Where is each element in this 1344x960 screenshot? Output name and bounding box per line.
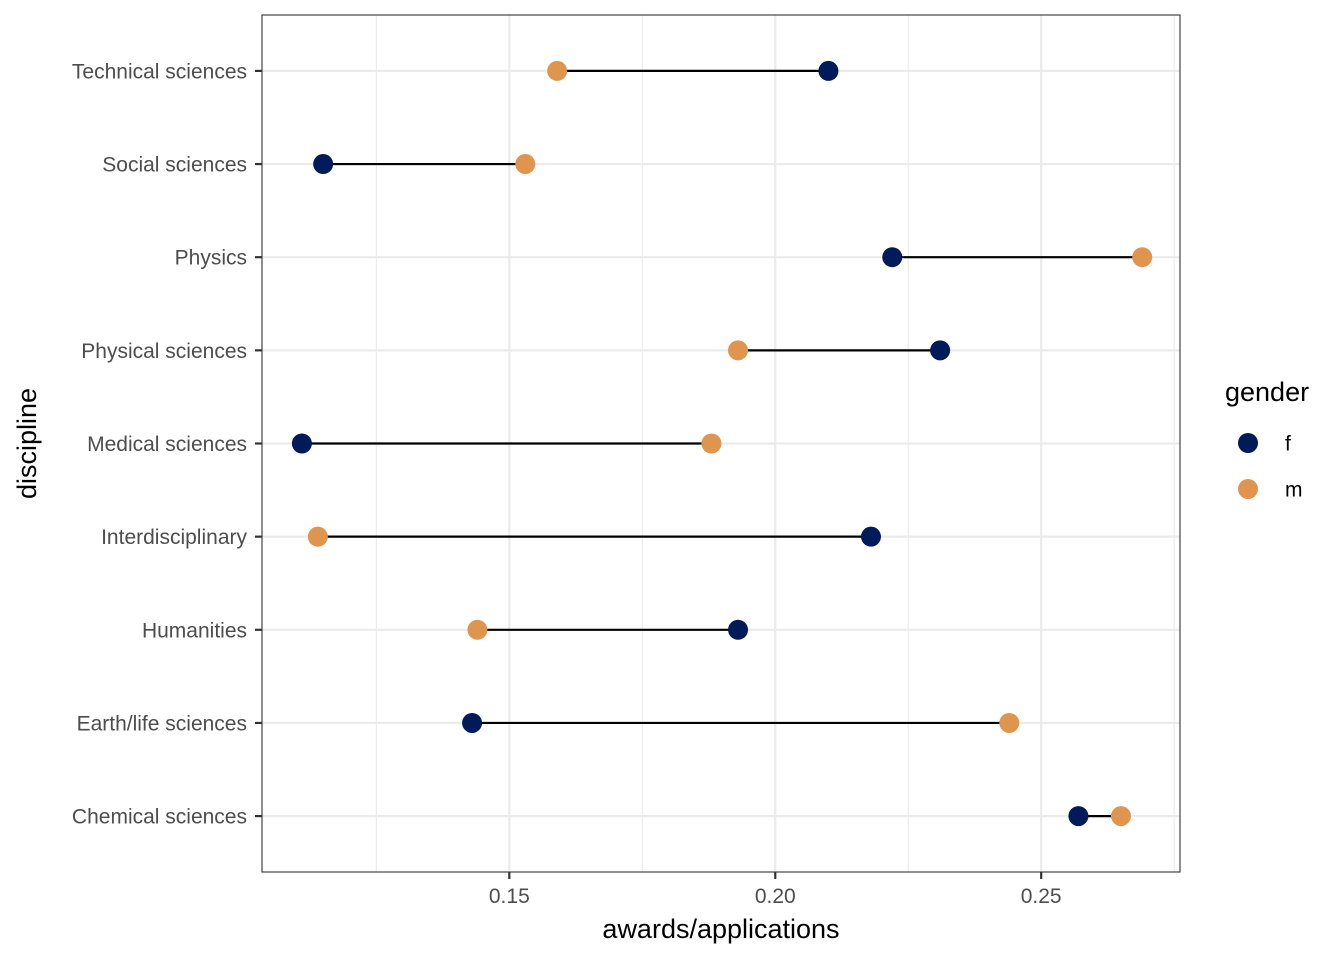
legend-key-m [1238,479,1258,499]
data-point-f [882,247,903,268]
x-axis-title: awards/applications [602,914,839,944]
data-point-m [547,60,568,81]
data-point-m [515,154,536,175]
legend-title: gender [1225,377,1309,407]
data-point-f [291,433,312,454]
data-point-f [860,526,881,547]
legend-label-f: f [1285,433,1291,456]
y-tick-label: Earth/life sciences [77,712,247,735]
data-point-f [1068,806,1089,827]
data-point-f [728,619,749,640]
y-tick-label: Physical sciences [81,340,247,363]
y-tick-label: Technical sciences [72,60,247,83]
legend: gender fm [1225,377,1309,502]
data-point-f [462,712,483,733]
x-tick-label: 0.25 [1021,885,1062,908]
data-point-m [467,619,488,640]
y-tick-label: Chemical sciences [72,806,247,829]
y-axis: Chemical sciences Earth/life sciences Huma… [72,60,262,829]
data-point-m [728,340,749,361]
data-points [291,60,1153,827]
data-point-f [313,154,334,175]
data-point-m [307,526,328,547]
x-tick-label: 0.20 [755,885,796,908]
data-point-m [1110,806,1131,827]
y-tick-label: Humanities [142,619,247,642]
data-point-m [701,433,722,454]
y-tick-label: Physics [175,247,247,270]
data-point-m [999,712,1020,733]
x-tick-label: 0.15 [489,885,530,908]
y-tick-label: Social sciences [102,154,247,177]
legend-key-f [1238,433,1258,453]
data-point-f [818,60,839,81]
y-tick-label: Medical sciences [87,433,247,456]
x-axis: 0.15 0.20 0.25 [489,872,1062,908]
data-point-f [930,340,951,361]
data-point-m [1132,247,1153,268]
y-axis-title: discipline [12,388,42,499]
legend-label-m: m [1285,479,1303,502]
y-tick-label: Interdisciplinary [101,526,247,549]
